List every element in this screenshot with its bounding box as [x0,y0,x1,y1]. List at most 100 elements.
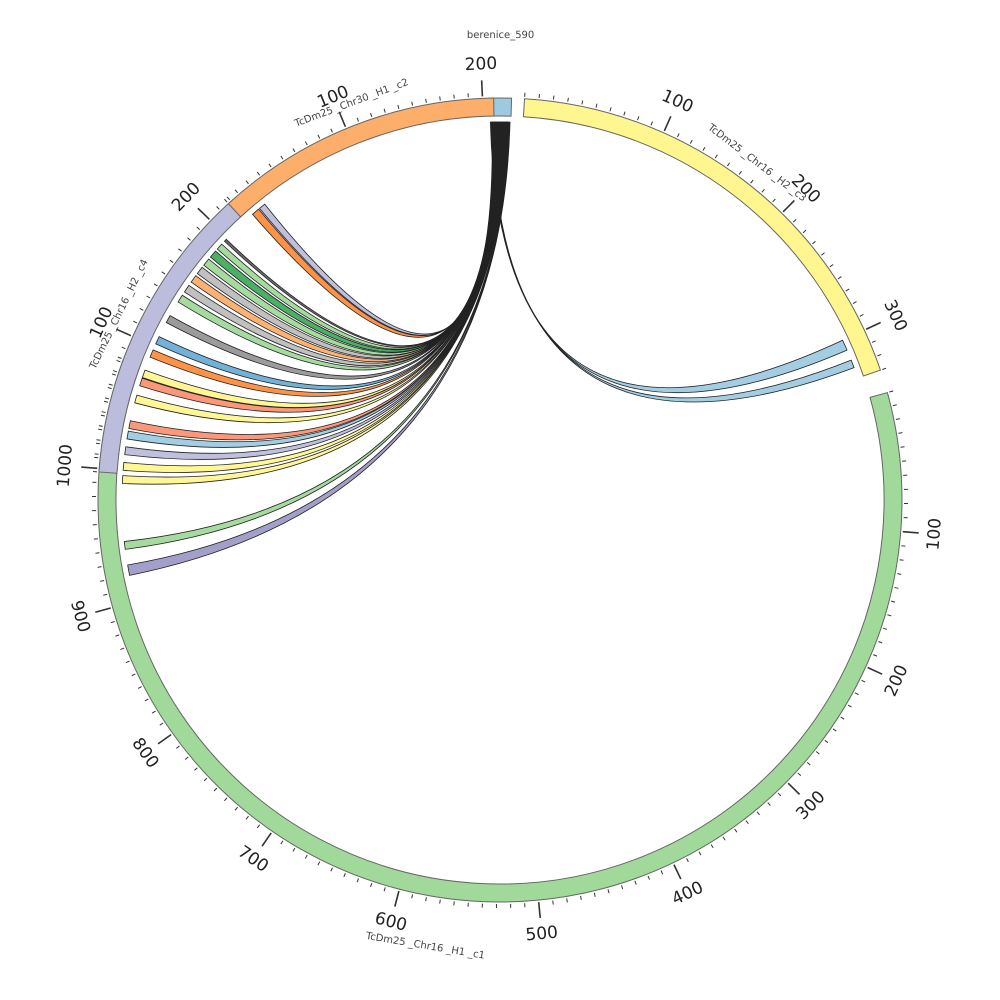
tick-mark [894,586,899,589]
tick-mark [146,295,151,299]
tick-mark [223,797,228,802]
tick-mark [157,733,172,745]
tick-mark [304,854,308,859]
tick-mark [115,634,120,637]
tick-mark [98,428,103,431]
tick-mark [581,100,584,105]
segment-label: TcDm25 _Chr16 _H1 _c1 [364,931,486,962]
tick-mark [837,276,842,280]
tick-mark [95,442,101,445]
tick-label: 600 [373,908,409,935]
tick-mark [745,820,749,824]
tick-mark [425,897,427,902]
tick-mark [117,356,122,359]
tick-mark [792,219,797,223]
tick-mark [356,117,359,122]
tick-mark [184,756,189,760]
tick-mark [194,767,198,771]
tick-mark [261,832,272,847]
tick-mark [609,107,612,112]
tick-mark [268,163,272,168]
link-ribbon [127,121,511,576]
tick-mark [356,878,359,883]
tick-mark [397,104,400,109]
tick-mark [621,885,624,890]
tick-mark [480,80,484,97]
ticks: 1002003001002003004005006007008009001000… [54,54,946,946]
link-ribbon [190,121,499,363]
tick-mark [722,836,726,841]
tick-mark [137,686,142,689]
tick-mark [280,840,284,845]
tick-mark [787,782,801,795]
tick-mark [882,367,887,370]
tick-mark [710,844,714,849]
tick-mark [566,898,568,903]
tick-mark [647,875,650,880]
tick-mark [891,600,896,603]
tick-mark [877,353,882,357]
tick-mark [854,692,859,696]
tick-mark [580,895,582,900]
tick-mark [865,321,881,330]
tick-mark [100,414,105,417]
tick-mark [738,170,742,175]
tick-mark [867,666,883,675]
tick-mark [567,97,569,102]
tick-label: 700 [234,842,272,877]
link-ribbon [149,121,503,397]
tick-mark [116,359,121,363]
tick-mark [650,121,653,126]
tick-mark [847,704,852,708]
tick-mark [104,397,109,400]
link-ribbon [489,121,848,393]
tick-mark [887,614,892,617]
tick-mark [552,95,555,100]
tick-mark [859,314,864,317]
tick-mark [108,383,113,386]
tick-mark [133,320,138,324]
tick-mark [882,627,888,630]
tick-mark [623,111,626,116]
tick-mark [97,566,102,568]
tick-mark [159,722,164,726]
tick-label: 300 [879,297,911,335]
tick-mark [734,828,738,833]
tick-mark [637,116,640,121]
tick-mark [537,902,542,919]
tick-label: 200 [464,54,497,75]
tick-mark [812,240,816,245]
tick-mark [98,425,103,427]
tick-mark [411,101,414,106]
tick-mark [767,802,771,806]
tick-mark [196,226,201,231]
tick-mark [317,134,321,139]
tick-mark [634,880,637,885]
tick-mark [121,346,126,350]
tick-mark [96,439,101,441]
tick-label: 100 [658,86,696,117]
tick-mark [292,148,296,153]
tick-mark [256,171,261,176]
tick-mark [761,188,765,193]
tick-mark [110,621,115,624]
tick-mark [292,847,296,852]
tick-mark [317,861,321,866]
tick-label: 200 [881,662,913,700]
tick-mark [593,892,596,897]
tick-mark [95,552,100,554]
tick-mark [895,418,900,420]
tick-mark [107,387,112,390]
link-ribbon [126,121,507,448]
tick-mark [245,180,249,185]
segment-TcDm25_Chr30_H1_c2 [227,97,495,218]
segment-label: berenice_590 [467,30,534,41]
tick-mark [782,199,795,213]
tick-mark [829,264,834,268]
tick-mark [103,400,109,403]
tick-mark [161,271,166,275]
tick-mark [595,103,598,108]
tick-label: 900 [66,598,94,635]
tick-mark [100,580,105,582]
tick-mark [131,673,136,677]
